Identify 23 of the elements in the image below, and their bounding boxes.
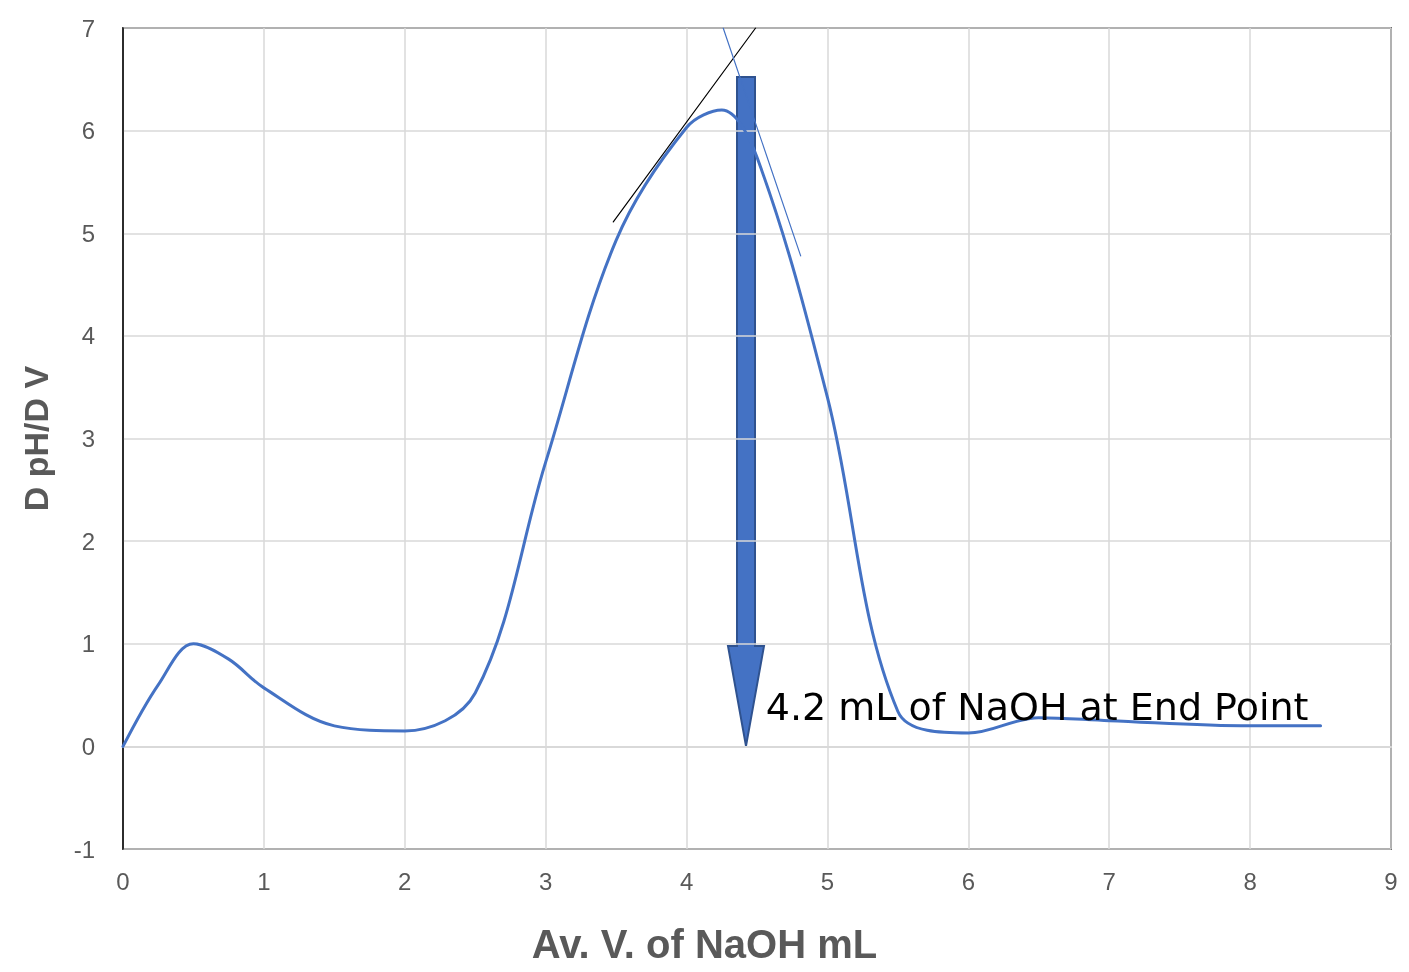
x-tick-label: 9 bbox=[1384, 867, 1398, 895]
annotation: 4.2 mL of NaOH at End Point bbox=[765, 685, 1309, 730]
x-tick-label: 8 bbox=[1243, 867, 1257, 895]
y-tick-label: 1 bbox=[81, 630, 95, 658]
y-tick-label: 5 bbox=[81, 219, 95, 247]
x-tick-label: 7 bbox=[1102, 867, 1116, 895]
y-tick-label: 4 bbox=[81, 322, 95, 350]
x-tick-label: 4 bbox=[679, 867, 694, 895]
x-tick-label: 3 bbox=[538, 867, 553, 895]
x-tick-label: 6 bbox=[961, 867, 976, 895]
y-tick-label: 0 bbox=[81, 732, 95, 760]
y-axis-title: D pH/D V bbox=[17, 365, 55, 512]
y-tick-label: 3 bbox=[81, 425, 95, 452]
y-tick-label: 6 bbox=[81, 117, 95, 145]
x-tick-label: 1 bbox=[257, 867, 271, 895]
x-axis-title: Av. V. of NaOH mL bbox=[531, 922, 878, 966]
line-series bbox=[121, 108, 1323, 748]
x-tick-label: 5 bbox=[820, 867, 835, 895]
y-tick-label: 2 bbox=[81, 527, 95, 555]
x-tick-label: 2 bbox=[398, 867, 412, 895]
y-tick-label: -1 bbox=[73, 835, 95, 863]
y-tick-label: 7 bbox=[81, 14, 95, 42]
x-tick-label: 0 bbox=[116, 867, 130, 895]
